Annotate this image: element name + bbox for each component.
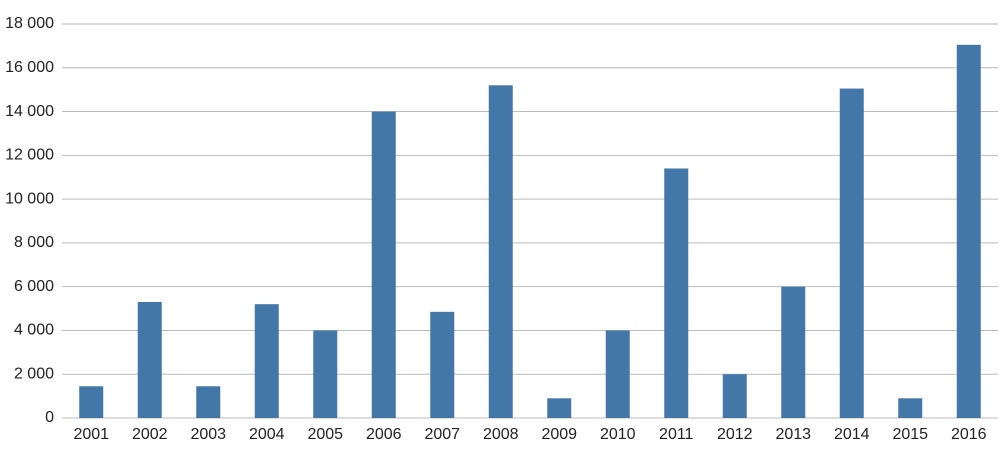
y-tick-label: 12 000 (5, 147, 54, 164)
bar (664, 168, 689, 418)
bar (547, 398, 572, 418)
bar (196, 386, 221, 418)
x-tick-label: 2006 (366, 426, 402, 443)
x-tick-label: 2004 (249, 426, 285, 443)
y-tick-label: 0 (45, 409, 54, 426)
x-tick-label: 2012 (717, 426, 753, 443)
bar (313, 330, 338, 418)
bar (781, 286, 806, 418)
x-tick-label: 2005 (307, 426, 343, 443)
x-tick-label: 2003 (190, 426, 226, 443)
x-tick-label: 2009 (541, 426, 577, 443)
bar (254, 304, 279, 418)
bar (722, 374, 747, 418)
bar (956, 44, 981, 419)
y-tick-label: 14 000 (5, 103, 54, 120)
x-tick-label: 2015 (892, 426, 928, 443)
x-tick-label: 2013 (775, 426, 811, 443)
x-tick-label: 2002 (132, 426, 168, 443)
bar (430, 311, 455, 418)
x-tick-label: 2001 (73, 426, 109, 443)
bar (371, 111, 396, 419)
x-tick-label: 2014 (834, 426, 870, 443)
bar (839, 88, 864, 419)
bar (898, 398, 923, 418)
bar (137, 301, 162, 418)
bar (488, 85, 513, 419)
y-tick-label: 4 000 (14, 322, 54, 339)
y-tick-label: 18 000 (5, 15, 54, 32)
x-tick-label: 2007 (424, 426, 460, 443)
x-tick-label: 2011 (659, 426, 694, 443)
y-tick-label: 6 000 (14, 278, 54, 295)
bar (79, 386, 104, 418)
x-tick-label: 2016 (951, 426, 987, 443)
x-tick-label: 2010 (600, 426, 636, 443)
bar (605, 330, 630, 418)
y-tick-label: 8 000 (14, 234, 54, 251)
y-tick-label: 16 000 (5, 59, 54, 76)
y-tick-label: 10 000 (5, 190, 54, 207)
y-tick-label: 2 000 (14, 365, 54, 382)
x-tick-label: 2008 (483, 426, 519, 443)
